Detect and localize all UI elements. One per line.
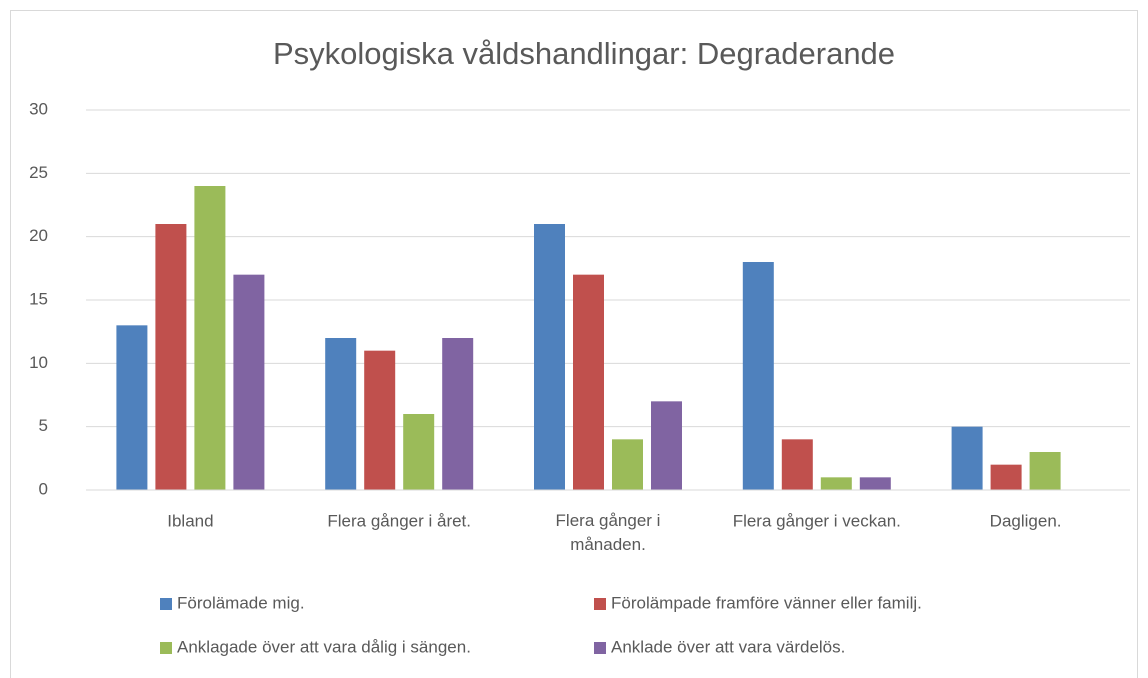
bar <box>442 338 474 490</box>
legend-swatch <box>160 642 172 654</box>
y-tick-label: 30 <box>29 99 48 118</box>
y-tick-label: 15 <box>29 289 48 308</box>
y-tick-label: 10 <box>29 353 48 372</box>
chart-title: Psykologiska våldshandlingar: Degraderan… <box>273 36 895 71</box>
bar <box>990 464 1022 490</box>
y-tick-label: 25 <box>29 163 48 182</box>
bar <box>951 426 983 490</box>
bar <box>651 401 682 490</box>
bar <box>364 350 396 490</box>
bar <box>233 274 265 490</box>
y-tick-label: 5 <box>39 416 48 435</box>
x-tick-label: Dagligen. <box>990 511 1062 530</box>
x-tick-label: Flera gånger i månaden. <box>556 511 661 554</box>
x-tick-label: Ibland <box>167 511 213 530</box>
legend-label: Förolämade mig. <box>177 593 305 612</box>
bar <box>612 439 643 490</box>
bar <box>742 262 774 490</box>
bar <box>1029 452 1061 490</box>
y-tick-label: 0 <box>39 479 48 498</box>
bar <box>859 477 891 490</box>
bar <box>155 224 187 490</box>
bar <box>781 439 813 490</box>
bar <box>534 224 565 490</box>
x-tick-label: Flera gånger i veckan. <box>733 511 901 530</box>
legend-swatch <box>160 598 172 610</box>
bar <box>820 477 852 490</box>
bar <box>116 325 148 490</box>
legend-label: Anklade över att vara värdelös. <box>611 637 845 656</box>
bar <box>194 186 226 490</box>
y-tick-label: 20 <box>29 226 48 245</box>
x-tick-label: Flera gånger i året. <box>327 511 471 530</box>
bar <box>573 274 604 490</box>
legend-swatch <box>594 598 606 610</box>
bar <box>325 338 357 490</box>
bar <box>403 414 435 490</box>
legend-label: Anklagade över att vara dålig i sängen. <box>177 637 471 656</box>
legend-swatch <box>594 642 606 654</box>
legend-label: Förolämpade framföre vänner eller familj… <box>611 593 922 612</box>
